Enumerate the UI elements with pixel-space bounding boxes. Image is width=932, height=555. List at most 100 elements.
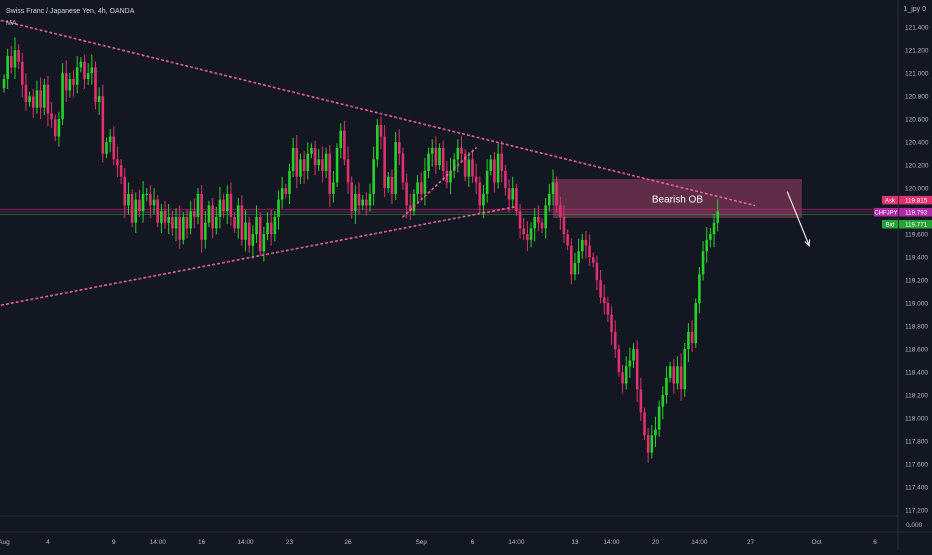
candle-body: [247, 222, 251, 246]
time-tick-label: 14:00: [237, 539, 254, 546]
candle-body: [244, 222, 247, 240]
candle-body: [515, 188, 518, 212]
candle-body: [650, 435, 654, 453]
time-tick-label: 6: [471, 539, 475, 546]
candle-body: [127, 193, 130, 206]
candle-body: [196, 193, 200, 217]
candle-body: [485, 170, 489, 194]
candle-body: [86, 73, 90, 79]
time-axis[interactable]: Aug 4 9 14:00 16 14:00 23 26 Sep 6 14:00 13 14:00 20 1…: [0, 539, 877, 546]
candle-body: [445, 170, 449, 183]
candle-body: [152, 199, 156, 206]
time-tick-label: 26: [344, 539, 352, 546]
candle-body: [529, 228, 533, 240]
candle-body: [613, 331, 617, 350]
price-tick-label: 118.600: [905, 347, 928, 354]
candle-body: [222, 199, 225, 212]
candle-body: [269, 222, 273, 235]
candle-body: [482, 193, 485, 206]
candle-body: [427, 153, 430, 171]
candle-body: [218, 199, 222, 217]
candle-body: [163, 211, 167, 223]
currency-label[interactable]: 1_jpy 0: [903, 6, 926, 13]
candle-body: [357, 193, 361, 206]
candle-body: [496, 153, 500, 183]
candle-body: [387, 176, 390, 189]
candle-body: [302, 159, 306, 171]
trendline-1[interactable]: [0, 205, 518, 309]
candle-body: [511, 188, 515, 200]
candle-body: [79, 61, 83, 68]
time-tick-label: 23: [286, 539, 294, 546]
candle-body: [507, 188, 511, 200]
candle-body: [661, 395, 665, 407]
candle-body: [570, 245, 573, 275]
price-tick-label: 120.400: [905, 140, 929, 147]
candle-body: [397, 142, 401, 154]
price-tick-label: 118.800: [905, 324, 928, 331]
candle-body: [53, 119, 57, 137]
candle-body: [628, 360, 632, 367]
candle-body: [310, 147, 313, 154]
price-tick-label: 121.200: [905, 48, 929, 55]
candle-body: [160, 211, 163, 223]
candle-body: [2, 78, 6, 89]
price-tag-value: 119.815: [905, 197, 928, 204]
candle-body: [211, 205, 214, 229]
candle-body: [10, 55, 13, 68]
candle-body: [478, 182, 482, 206]
price-tag-value: 119.793: [905, 209, 928, 216]
candle-body: [683, 349, 687, 390]
candle-body: [258, 216, 262, 252]
price-tick-label: 120.600: [905, 117, 929, 124]
bearish-ob-label: Bearish OB: [652, 195, 703, 206]
price-tag-value: 119.771: [905, 221, 928, 228]
candle-body: [489, 159, 493, 171]
candle-body: [368, 193, 372, 206]
candle-body: [559, 205, 562, 217]
candle-body: [204, 222, 207, 240]
price-tick-label: 118.200: [905, 393, 928, 400]
indicator-label[interactable]: MA: [6, 20, 17, 27]
candle-body: [401, 153, 405, 183]
candle-body: [584, 239, 588, 246]
symbol-title[interactable]: Swiss Franc / Japanese Yen, 4h, OANDA: [6, 8, 135, 15]
trendline-2[interactable]: [402, 147, 477, 218]
price-tag-value-bg: [899, 195, 932, 205]
candle-body: [306, 153, 310, 171]
price-tick-label: 119.400: [905, 255, 928, 262]
candle-body: [101, 96, 105, 154]
price-tick-label: 118.400: [905, 370, 928, 377]
candle-body: [376, 124, 379, 160]
candle-body: [540, 222, 544, 229]
candle-body: [599, 280, 602, 298]
candle-body: [504, 170, 507, 189]
candle-body: [24, 84, 28, 102]
candle-body: [28, 96, 31, 102]
time-tick-label: 14:00: [603, 539, 620, 546]
candle-body: [518, 211, 522, 229]
candle-body: [339, 130, 343, 148]
time-tick-label: Sep: [415, 539, 427, 546]
candle-body: [643, 412, 646, 436]
candle-body: [493, 159, 496, 183]
candle-body: [112, 136, 116, 160]
price-tick-label: 118.000: [905, 416, 928, 423]
candle-body: [383, 136, 386, 189]
candle-body: [123, 176, 127, 206]
candle-body: [423, 170, 427, 194]
candle-body: [646, 435, 650, 453]
projection-arrow[interactable]: [786, 191, 810, 246]
candle-body: [679, 366, 683, 390]
candle-body: [321, 159, 324, 171]
price-tick-label: 120.800: [905, 94, 929, 101]
candle-body: [295, 147, 299, 177]
candle-body: [408, 205, 412, 212]
candle-body: [716, 211, 719, 223]
candle-body: [317, 159, 321, 166]
candle-body: [83, 61, 86, 79]
candle-body: [108, 136, 112, 143]
candle-body: [116, 159, 119, 166]
